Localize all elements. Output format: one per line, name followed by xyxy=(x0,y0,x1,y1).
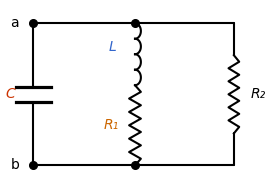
Text: C: C xyxy=(6,87,16,101)
Text: b: b xyxy=(10,158,19,172)
Text: R₂: R₂ xyxy=(250,87,266,101)
Text: L: L xyxy=(109,40,116,54)
Text: R₁: R₁ xyxy=(103,118,119,132)
Text: a: a xyxy=(11,16,19,30)
